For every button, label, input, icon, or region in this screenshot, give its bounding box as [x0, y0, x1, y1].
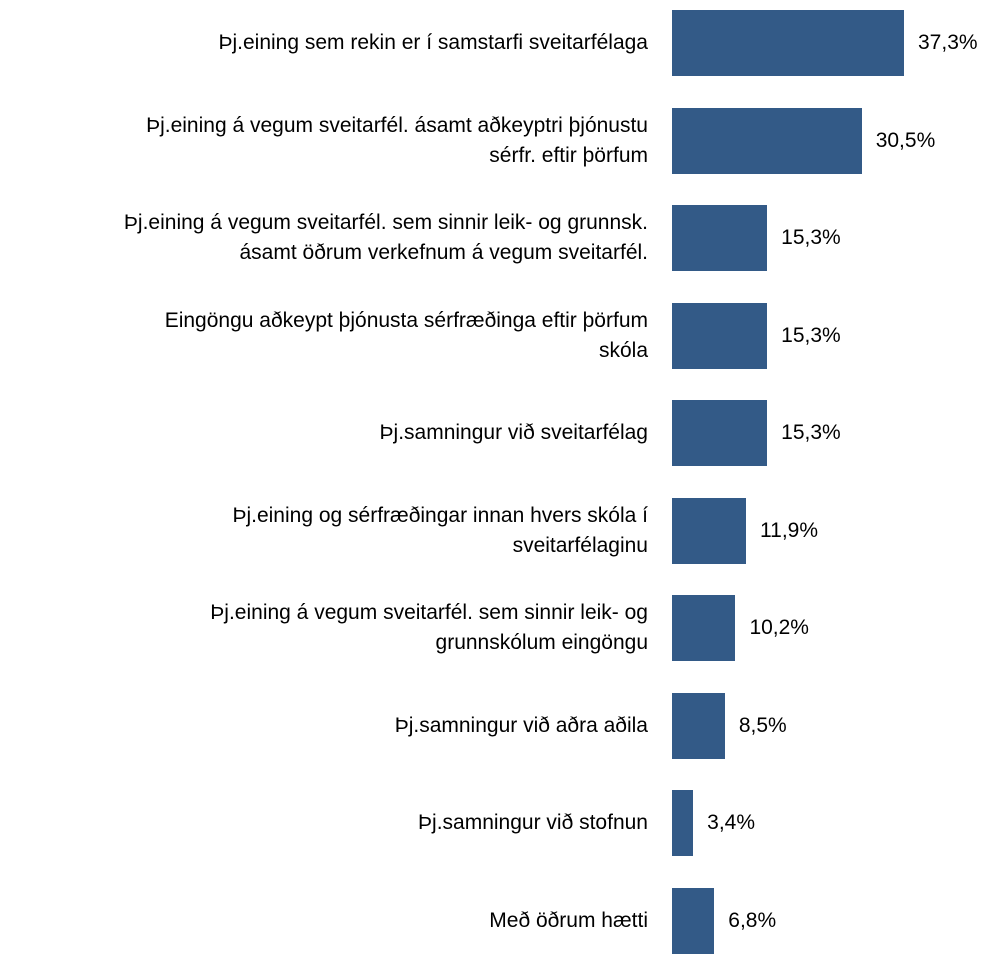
value-label: 8,5%	[738, 713, 787, 737]
bar	[672, 107, 862, 174]
category-label: Þj.samningur við aðra aðila	[394, 713, 648, 737]
value-label: 11,9%	[760, 518, 819, 542]
bar	[672, 497, 747, 564]
bar	[672, 887, 715, 954]
category-label: Þj.samningur við sveitarfélag	[379, 421, 648, 444]
category-label: Þj.eining á vegum sveitarfél. sem sinnir…	[210, 601, 648, 654]
value-label: 15,3%	[781, 421, 841, 444]
value-label: 3,4%	[707, 811, 756, 834]
category-label: Þj.eining á vegum sveitarfél. sem sinnir…	[123, 211, 648, 264]
value-label: 6,8%	[728, 908, 777, 932]
value-label: 37,3%	[918, 31, 978, 54]
value-label: 30,5%	[875, 128, 936, 152]
bar	[672, 302, 768, 369]
bar	[672, 400, 768, 466]
category-label: Með öðrum hætti	[489, 908, 648, 932]
bar	[672, 692, 725, 759]
bar	[672, 595, 736, 661]
value-label: 15,3%	[781, 226, 841, 249]
category-label: Eingöngu aðkeypt þjónusta sérfræðinga ef…	[164, 308, 648, 362]
bar	[672, 205, 768, 271]
category-label: Þj.samningur við stofnun	[418, 811, 648, 834]
category-label: Þj.eining á vegum sveitarfél. ásamt aðke…	[146, 113, 648, 167]
bar	[672, 10, 904, 76]
value-label: 15,3%	[781, 323, 841, 347]
value-label: 10,2%	[749, 616, 809, 639]
bar	[672, 790, 694, 856]
category-label: Þj.eining og sérfræðingar innan hvers sk…	[232, 503, 648, 557]
category-label: Þj.eining sem rekin er í samstarfi sveit…	[218, 31, 648, 54]
